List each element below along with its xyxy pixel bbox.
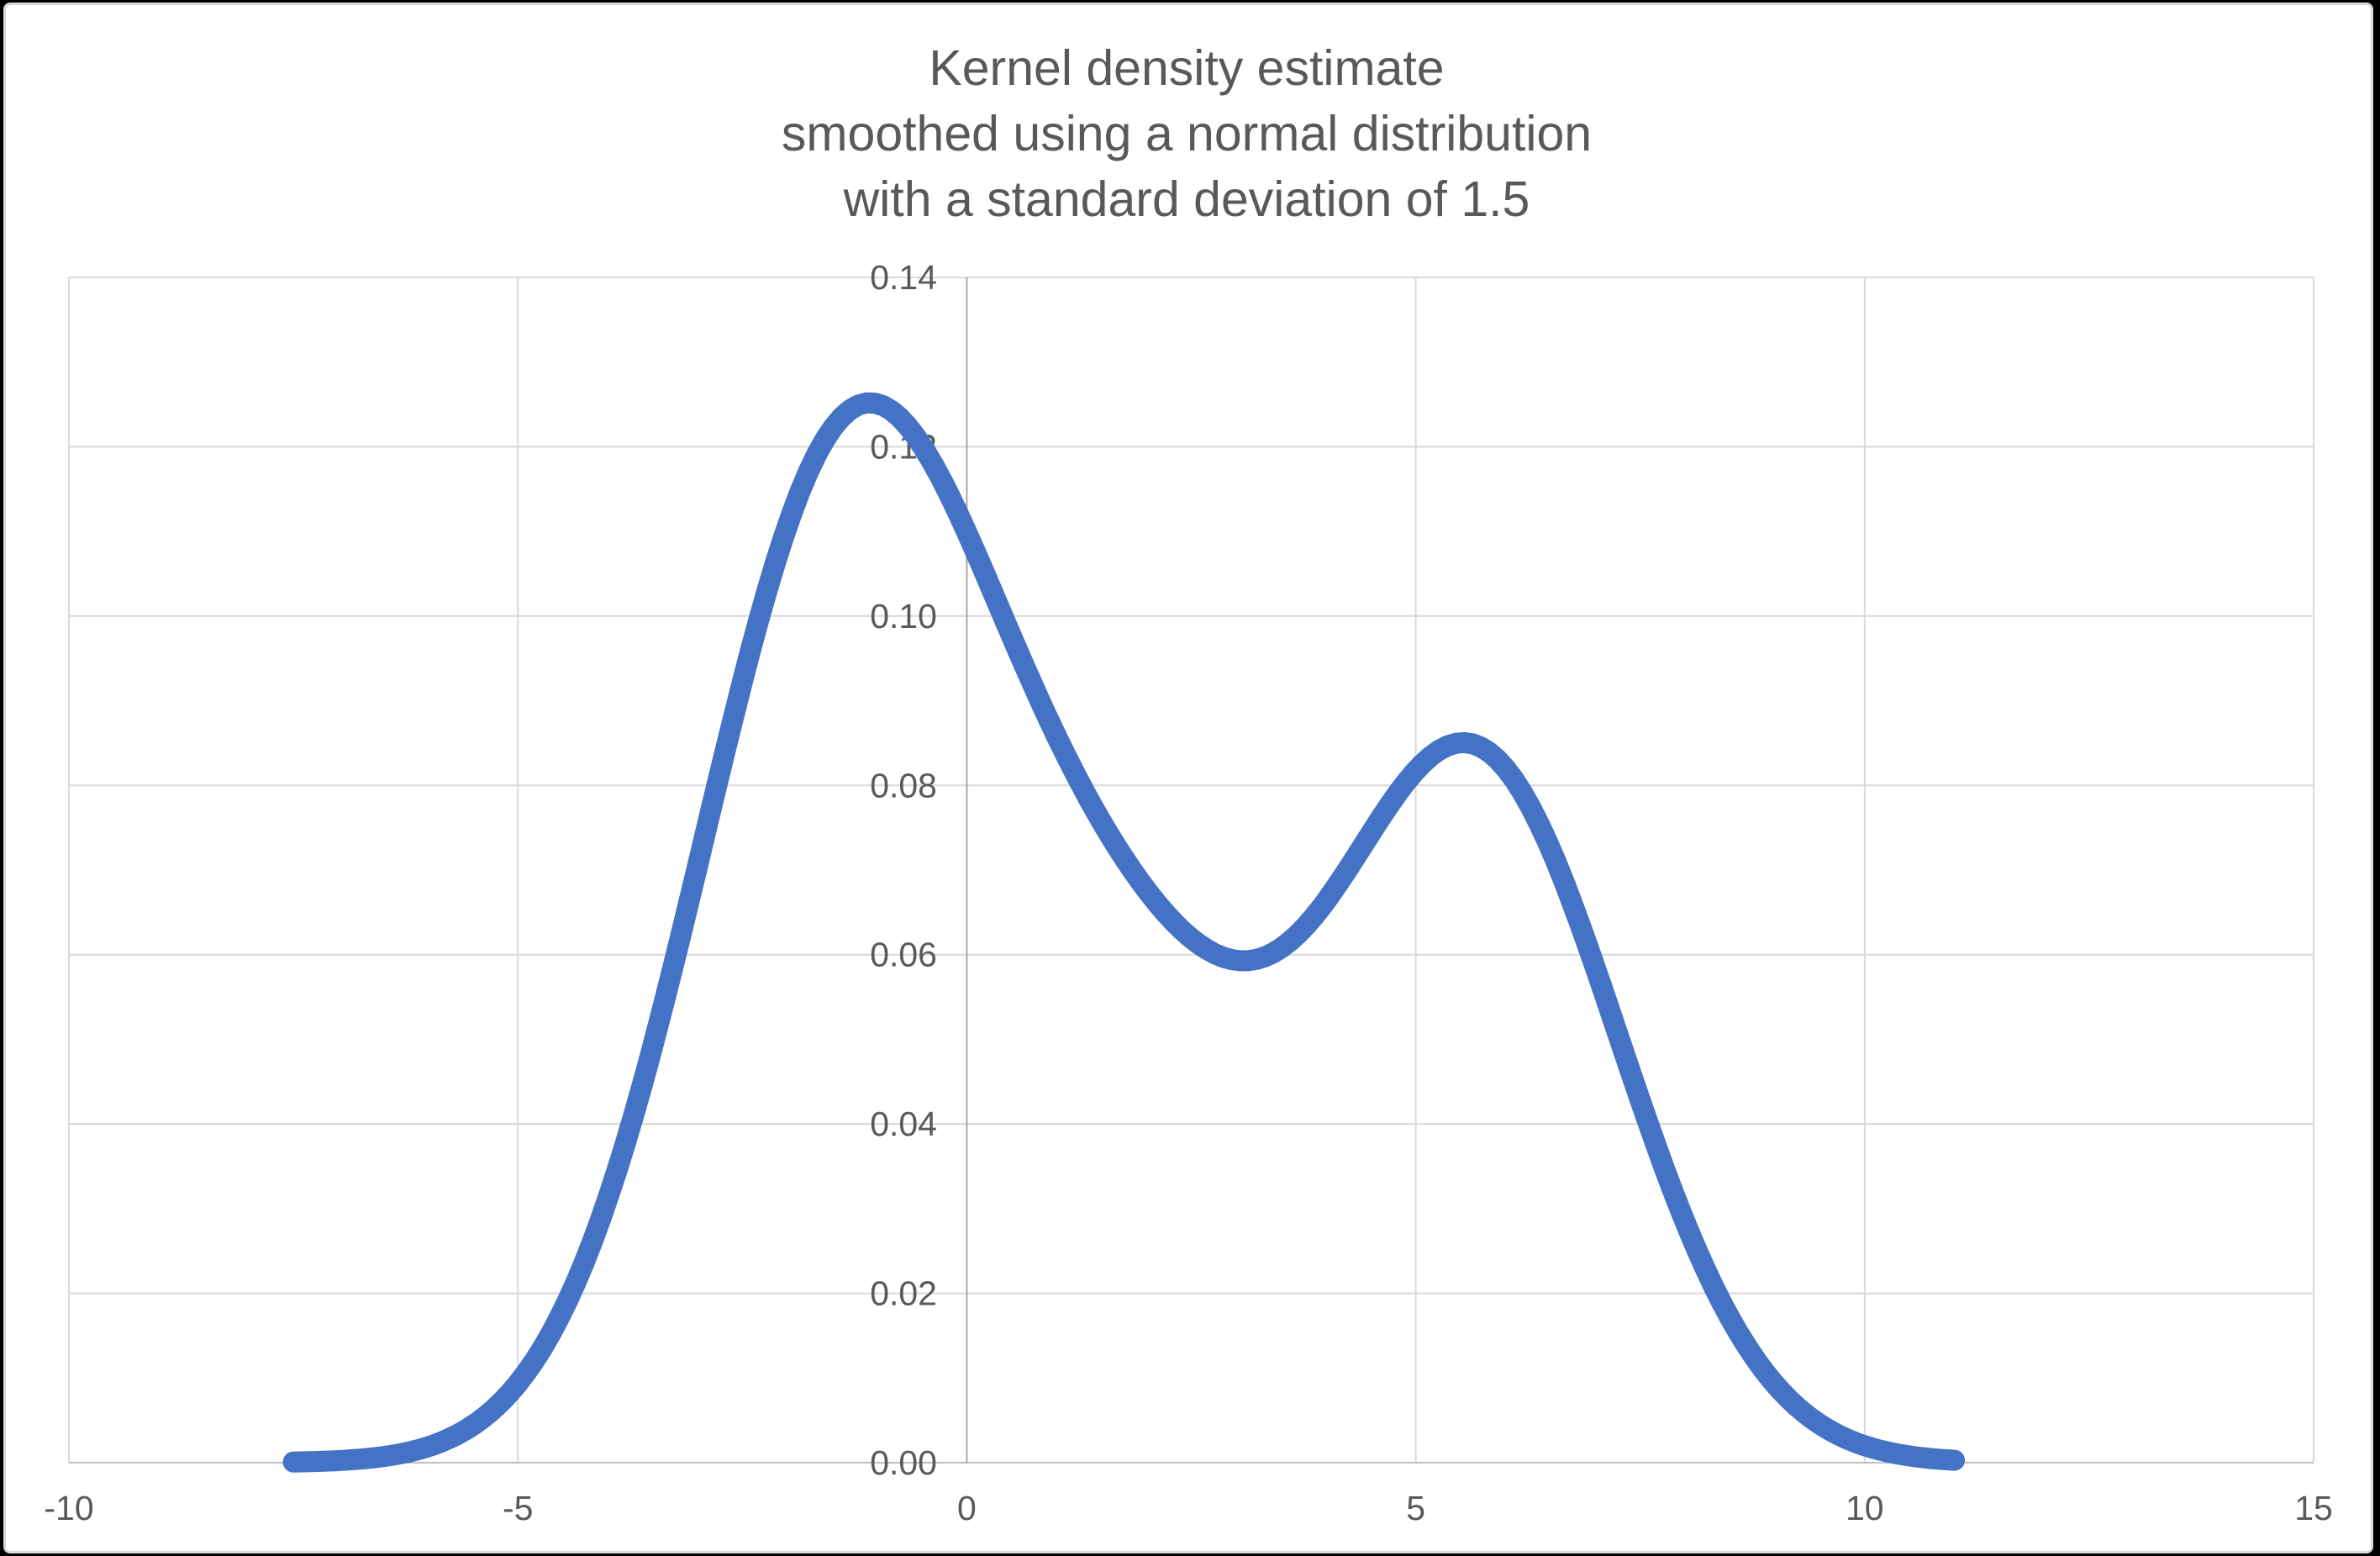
svg-text:0.14: 0.14 [870, 258, 937, 297]
svg-text:15: 15 [2294, 1489, 2333, 1527]
svg-text:-5: -5 [503, 1489, 533, 1527]
svg-text:5: 5 [1406, 1489, 1425, 1527]
svg-text:Kernel density estimate: Kernel density estimate [929, 40, 1444, 96]
svg-text:0.06: 0.06 [870, 936, 937, 974]
svg-text:0.00: 0.00 [870, 1443, 937, 1482]
svg-text:0.08: 0.08 [870, 766, 937, 804]
svg-text:0.10: 0.10 [870, 597, 937, 636]
svg-text:0.04: 0.04 [870, 1105, 937, 1143]
svg-text:0: 0 [957, 1489, 977, 1527]
svg-text:with a standard deviation of 1: with a standard deviation of 1.5 [843, 171, 1530, 227]
svg-text:-10: -10 [44, 1489, 93, 1527]
svg-text:smoothed using a normal distri: smoothed using a normal distribution [782, 106, 1592, 161]
svg-text:0.02: 0.02 [870, 1274, 937, 1313]
svg-text:10: 10 [1846, 1489, 1884, 1527]
